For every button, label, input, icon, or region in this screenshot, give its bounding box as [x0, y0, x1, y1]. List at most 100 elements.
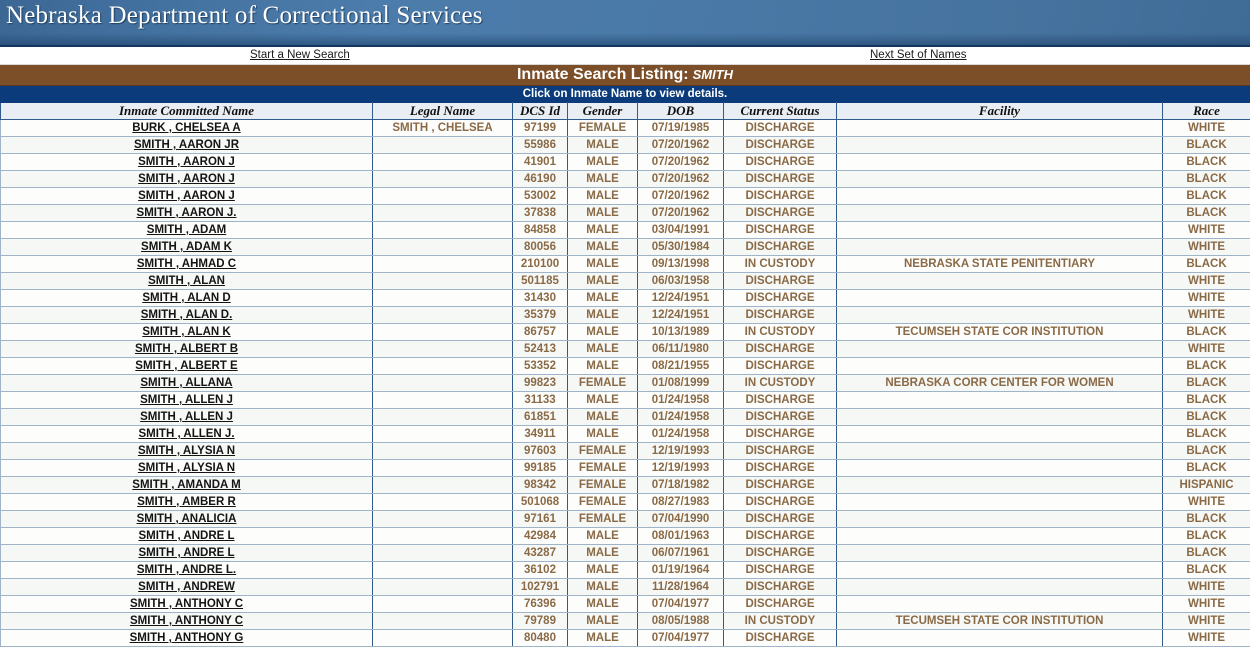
inmate-name-link[interactable]: SMITH , AARON J	[138, 173, 235, 185]
cell-dcs: 34911	[513, 426, 568, 443]
cell-facility	[837, 392, 1163, 409]
inmate-name-link[interactable]: SMITH , ALLEN J	[140, 411, 233, 423]
cell-name[interactable]: SMITH , AMANDA M	[1, 477, 373, 494]
inmate-name-link[interactable]: SMITH , ALLEN J	[140, 394, 233, 406]
cell-name[interactable]: BURK , CHELSEA A	[1, 120, 373, 137]
cell-gender: MALE	[568, 137, 638, 154]
cell-name[interactable]: SMITH , AARON J	[1, 154, 373, 171]
inmate-name-link[interactable]: SMITH , AMBER R	[137, 496, 236, 508]
cell-legal	[373, 290, 513, 307]
column-header-facility[interactable]: Facility	[837, 103, 1163, 120]
cell-name[interactable]: SMITH , ADAM K	[1, 239, 373, 256]
inmate-name-link[interactable]: SMITH , ADAM	[147, 224, 226, 236]
cell-dob: 07/04/1990	[638, 511, 724, 528]
cell-name[interactable]: SMITH , ALLEN J.	[1, 426, 373, 443]
cell-name[interactable]: SMITH , AARON J	[1, 171, 373, 188]
column-header-dob[interactable]: DOB	[638, 103, 724, 120]
inmate-name-link[interactable]: SMITH , ANTHONY C	[130, 615, 243, 627]
cell-facility	[837, 154, 1163, 171]
column-header-gender[interactable]: Gender	[568, 103, 638, 120]
cell-dcs: 80480	[513, 630, 568, 647]
cell-name[interactable]: SMITH , ALBERT E	[1, 358, 373, 375]
cell-name[interactable]: SMITH , ALLEN J	[1, 392, 373, 409]
cell-gender: MALE	[568, 222, 638, 239]
cell-dob: 07/19/1985	[638, 120, 724, 137]
cell-dcs: 53352	[513, 358, 568, 375]
column-header-inmate-committed-name[interactable]: Inmate Committed Name	[1, 103, 373, 120]
cell-legal	[373, 222, 513, 239]
cell-name[interactable]: SMITH , ALYSIA N	[1, 460, 373, 477]
cell-name[interactable]: SMITH , AARON JR	[1, 137, 373, 154]
cell-name[interactable]: SMITH , ANDRE L	[1, 545, 373, 562]
inmate-name-link[interactable]: SMITH , ALAN K	[142, 326, 230, 338]
cell-name[interactable]: SMITH , ALLANA	[1, 375, 373, 392]
listing-title-bar: Inmate Search Listing:SMITH	[0, 65, 1250, 86]
table-header-row: Inmate Committed Name Legal Name DCS Id …	[1, 103, 1250, 120]
inmate-name-link[interactable]: SMITH , ALLEN J.	[138, 428, 234, 440]
inmate-name-link[interactable]: SMITH , ALBERT B	[135, 343, 238, 355]
inmate-name-link[interactable]: SMITH , AHMAD C	[137, 258, 236, 270]
cell-name[interactable]: SMITH , ANTHONY C	[1, 613, 373, 630]
cell-name[interactable]: SMITH , ALYSIA N	[1, 443, 373, 460]
cell-name[interactable]: SMITH , ALAN	[1, 273, 373, 290]
cell-name[interactable]: SMITH , ANALICIA	[1, 511, 373, 528]
inmate-name-link[interactable]: SMITH , AARON J	[138, 156, 235, 168]
inmate-name-link[interactable]: SMITH , AARON J	[138, 190, 235, 202]
inmate-name-link[interactable]: BURK , CHELSEA A	[132, 122, 240, 134]
cell-name[interactable]: SMITH , AHMAD C	[1, 256, 373, 273]
start-new-search-link[interactable]: Start a New Search	[250, 48, 350, 62]
cell-status: DISCHARGE	[724, 120, 837, 137]
inmate-name-link[interactable]: SMITH , ANTHONY C	[130, 598, 243, 610]
inmate-name-link[interactable]: SMITH , ALYSIA N	[138, 462, 235, 474]
next-set-of-names-link[interactable]: Next Set of Names	[870, 48, 967, 62]
inmate-name-link[interactable]: SMITH , ALLANA	[140, 377, 232, 389]
cell-name[interactable]: SMITH , ANDREW	[1, 579, 373, 596]
cell-gender: MALE	[568, 392, 638, 409]
cell-race: WHITE	[1163, 290, 1250, 307]
inmate-name-link[interactable]: SMITH , ANALICIA	[137, 513, 237, 525]
inmate-name-link[interactable]: SMITH , ALAN D	[142, 292, 230, 304]
inmate-name-link[interactable]: SMITH , ANDREW	[138, 581, 235, 593]
cell-name[interactable]: SMITH , ADAM	[1, 222, 373, 239]
cell-name[interactable]: SMITH , AMBER R	[1, 494, 373, 511]
inmate-name-link[interactable]: SMITH , ALBERT E	[135, 360, 237, 372]
inmate-name-link[interactable]: SMITH , AARON J.	[137, 207, 237, 219]
column-header-current-status[interactable]: Current Status	[724, 103, 837, 120]
cell-dcs: 41901	[513, 154, 568, 171]
inmate-name-link[interactable]: SMITH , ADAM K	[141, 241, 232, 253]
cell-name[interactable]: SMITH , ANDRE L	[1, 528, 373, 545]
inmate-name-link[interactable]: SMITH , ALAN D.	[141, 309, 233, 321]
inmate-name-link[interactable]: SMITH , ANDRE L.	[137, 564, 236, 576]
cell-dob: 12/24/1951	[638, 307, 724, 324]
inmate-name-link[interactable]: SMITH , AMANDA M	[132, 479, 240, 491]
cell-race: BLACK	[1163, 409, 1250, 426]
cell-name[interactable]: SMITH , AARON J	[1, 188, 373, 205]
cell-name[interactable]: SMITH , ALAN D	[1, 290, 373, 307]
inmate-name-link[interactable]: SMITH , ANDRE L	[138, 530, 234, 542]
inmate-name-link[interactable]: SMITH , AARON JR	[134, 139, 239, 151]
cell-name[interactable]: SMITH , AARON J.	[1, 205, 373, 222]
inmate-name-link[interactable]: SMITH , ALAN	[148, 275, 225, 287]
cell-status: DISCHARGE	[724, 630, 837, 647]
agency-title: Nebraska Department of Correctional Serv…	[6, 1, 483, 31]
inmate-name-link[interactable]: SMITH , ALYSIA N	[138, 445, 235, 457]
cell-name[interactable]: SMITH , ALAN K	[1, 324, 373, 341]
cell-name[interactable]: SMITH , ALAN D.	[1, 307, 373, 324]
column-header-legal-name[interactable]: Legal Name	[373, 103, 513, 120]
cell-name[interactable]: SMITH , ALBERT B	[1, 341, 373, 358]
cell-dcs: 46190	[513, 171, 568, 188]
cell-name[interactable]: SMITH , ANTHONY G	[1, 630, 373, 647]
inmate-name-link[interactable]: SMITH , ANTHONY G	[130, 632, 244, 644]
inmate-name-link[interactable]: SMITH , ANDRE L	[138, 547, 234, 559]
column-header-dcs-id[interactable]: DCS Id	[513, 103, 568, 120]
cell-dcs: 210100	[513, 256, 568, 273]
cell-race: BLACK	[1163, 256, 1250, 273]
cell-name[interactable]: SMITH , ANDRE L.	[1, 562, 373, 579]
column-header-race[interactable]: Race	[1163, 103, 1250, 120]
cell-name[interactable]: SMITH , ALLEN J	[1, 409, 373, 426]
cell-name[interactable]: SMITH , ANTHONY C	[1, 596, 373, 613]
